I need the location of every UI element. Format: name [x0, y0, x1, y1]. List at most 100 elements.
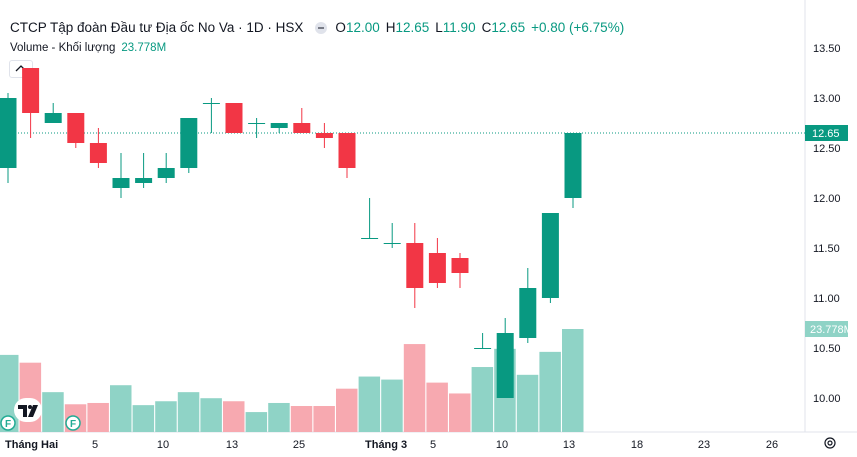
- hide-icon[interactable]: [315, 21, 328, 34]
- time-tick-label: 18: [631, 439, 643, 451]
- volume-bar: [516, 374, 539, 432]
- time-tick-label: 13: [563, 439, 575, 451]
- candle-body: [0, 98, 17, 168]
- candle: [406, 223, 424, 308]
- volume-bar: [245, 412, 268, 432]
- candle-body: [248, 123, 266, 124]
- event-marker-circle: [65, 415, 81, 431]
- chart-legend: CTCP Tập đoàn Đầu tư Địa ốc No Va · 1D ·…: [10, 20, 630, 35]
- change-value: +0.80 (+6.75%): [531, 20, 625, 35]
- low-label: L: [435, 20, 443, 35]
- event-marker-circle: [0, 415, 16, 431]
- candle: [202, 98, 220, 133]
- time-tick-label: 10: [157, 439, 169, 451]
- high-value: 12.65: [395, 20, 430, 35]
- time-tick-label: 13: [226, 439, 238, 451]
- volume-bar: [290, 406, 313, 432]
- open-value: 12.00: [345, 20, 380, 35]
- time-tick-label: 5: [430, 439, 436, 451]
- event-marker: F: [65, 415, 81, 431]
- candle-body: [451, 258, 469, 273]
- candle: [248, 118, 266, 138]
- volume-bar: [200, 398, 222, 432]
- volume-bar: [539, 351, 561, 432]
- volume-bar: [426, 382, 448, 432]
- candle: [315, 123, 333, 148]
- candle: [225, 103, 243, 133]
- price-tick-label: 10.50: [813, 343, 841, 355]
- candle-body: [22, 68, 40, 113]
- high-label: H: [385, 20, 396, 35]
- candle: [180, 118, 198, 173]
- volume-bar: [87, 402, 109, 432]
- time-tick-label: Tháng Hai: [5, 439, 58, 451]
- price-tick-label: 11.50: [813, 243, 840, 255]
- candle: [428, 238, 446, 288]
- close-label: C: [481, 20, 492, 35]
- volume-bar: [313, 406, 335, 432]
- candle: [135, 153, 153, 188]
- time-tick-label: Tháng 3: [365, 439, 407, 451]
- candle-body: [361, 238, 379, 239]
- event-marker-label: F: [70, 419, 76, 430]
- candle-body: [541, 213, 559, 298]
- candle-body: [112, 178, 130, 188]
- volume-value: 23.778M: [121, 42, 167, 54]
- candle-body: [406, 243, 424, 288]
- candle: [519, 268, 537, 343]
- candle-body: [474, 348, 492, 349]
- price-tick-label: 13.50: [813, 43, 841, 55]
- candle: [22, 68, 40, 138]
- volume-bar: [177, 392, 200, 432]
- candle: [67, 113, 85, 148]
- volume-bar: [110, 385, 132, 432]
- candle: [564, 133, 582, 208]
- event-marker: F: [0, 415, 16, 431]
- candle-body: [67, 113, 85, 143]
- candle: [361, 198, 379, 239]
- last-price-badge: [805, 125, 848, 141]
- time-tick-label: 5: [92, 439, 98, 451]
- candle: [44, 103, 62, 123]
- candle-body: [564, 133, 582, 198]
- candle-body: [315, 133, 333, 138]
- candle: [89, 128, 107, 168]
- volume-bar: [336, 388, 358, 432]
- close-value: 12.65: [491, 20, 526, 35]
- settings-gear-icon[interactable]: [823, 436, 837, 450]
- event-marker-label: F: [5, 419, 11, 430]
- volume-bar: [471, 367, 494, 432]
- candle: [112, 153, 130, 198]
- price-tick-label: 12.00: [813, 193, 841, 205]
- candle-body: [428, 253, 446, 283]
- open-label: O: [335, 20, 346, 35]
- candle: [451, 253, 469, 288]
- volume-bar: [403, 344, 426, 432]
- volume-bar: [155, 401, 177, 432]
- candle-body: [202, 103, 220, 104]
- last-volume-label: 23.778M: [810, 324, 853, 336]
- candle-body: [180, 118, 198, 168]
- volume-bar: [449, 393, 471, 432]
- candle-body: [383, 243, 401, 244]
- candle: [0, 93, 17, 183]
- candle-body: [496, 333, 514, 398]
- volume-bar: [42, 392, 64, 432]
- candle: [541, 213, 559, 303]
- candle: [157, 153, 175, 183]
- symbol-title[interactable]: CTCP Tập đoàn Đầu tư Địa ốc No Va · 1D ·…: [10, 20, 304, 35]
- volume-bar: [223, 401, 245, 432]
- candle-body: [225, 103, 243, 133]
- candle: [474, 333, 492, 349]
- volume-bar: [0, 354, 19, 432]
- last-price-label: 12.65: [812, 128, 840, 140]
- candle-body: [338, 133, 356, 168]
- time-tick-label: 26: [766, 439, 778, 451]
- volume-bar: [268, 402, 290, 432]
- candle: [293, 108, 311, 133]
- candle-body: [157, 168, 175, 178]
- candle: [383, 223, 401, 248]
- volume-label[interactable]: Volume - Khối lượng: [10, 42, 116, 54]
- volume-bar: [358, 376, 381, 432]
